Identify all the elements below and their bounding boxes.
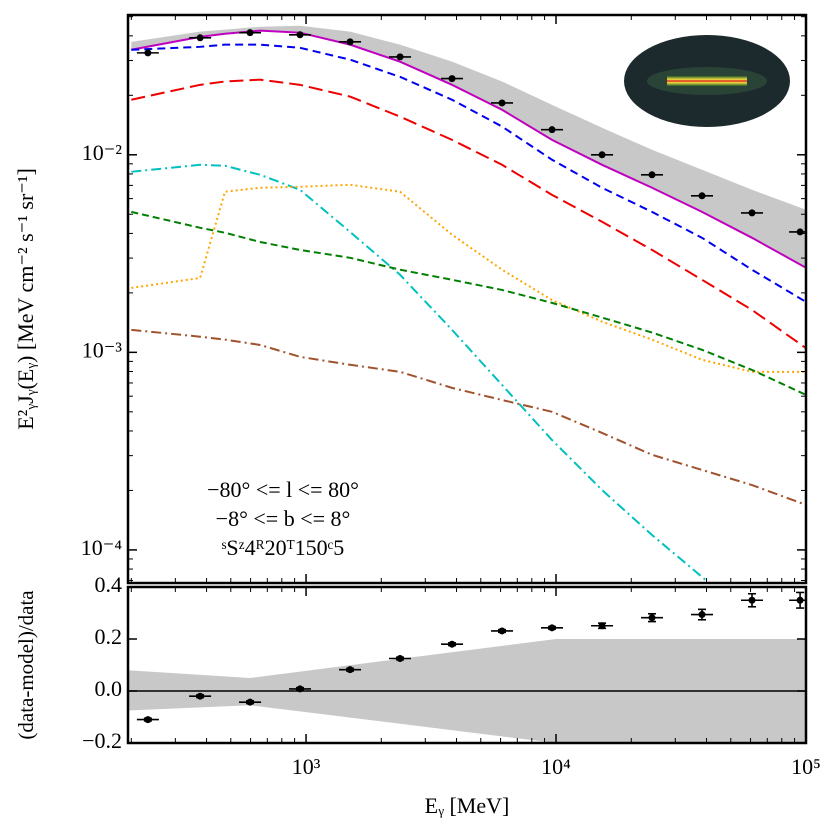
- point: [346, 666, 354, 674]
- line: [131, 29, 806, 269]
- point: [648, 171, 656, 179]
- point: [246, 698, 254, 706]
- point: [448, 640, 456, 648]
- line: [131, 43, 806, 303]
- line: [131, 78, 806, 349]
- line: [131, 328, 806, 506]
- point: [598, 622, 606, 630]
- point: [698, 192, 706, 200]
- annotation: −8° <= b <= 8°: [216, 506, 351, 531]
- y-tick-label: 10⁻⁴: [81, 535, 123, 560]
- y-axis-label: (data-model)/data: [14, 590, 38, 740]
- x-tick-label: 10⁴: [541, 754, 571, 779]
- x-tick-label: 10³: [292, 754, 321, 779]
- annotation: ˢSᶻ4ᴿ20ᵀ150ᶜ5: [222, 535, 345, 560]
- plot-area: [128, 591, 806, 743]
- y-tick-label: 10⁻³: [82, 337, 123, 362]
- point: [396, 53, 404, 61]
- y-tick-label: −0.2: [82, 728, 122, 753]
- point: [498, 627, 506, 635]
- axes-frame: [126, 585, 808, 745]
- axes-frame: [126, 13, 808, 585]
- point: [796, 596, 804, 604]
- point: [548, 126, 556, 134]
- y-tick-label: 0.0: [95, 676, 123, 701]
- point: [448, 75, 456, 83]
- point: [396, 655, 404, 662]
- line: [131, 183, 806, 373]
- point: [498, 99, 506, 107]
- point: [598, 151, 606, 159]
- y-tick-label: 10⁻²: [82, 140, 123, 165]
- point: [698, 611, 706, 619]
- point: [296, 31, 304, 39]
- band: [131, 25, 806, 268]
- point: [296, 685, 304, 693]
- point: [748, 209, 756, 217]
- y-axis-label: E²ᵧJᵧ(Eᵧ) [MeV cm⁻² s⁻¹ sr⁻¹]: [13, 168, 38, 430]
- point: [748, 596, 756, 604]
- line: [131, 210, 806, 396]
- point: [144, 49, 152, 57]
- plot-area: [131, 25, 806, 583]
- annotation: −80° <= l <= 80°: [207, 477, 359, 502]
- point: [548, 624, 556, 632]
- inset-image: [624, 35, 790, 127]
- point: [346, 38, 354, 46]
- y-tick-label: 0.4: [95, 572, 123, 597]
- x-tick-label: 10⁵: [791, 754, 821, 779]
- x-axis-label: Eᵧ [MeV]: [425, 793, 510, 818]
- point: [196, 692, 204, 700]
- point: [648, 614, 656, 622]
- line: [131, 163, 711, 583]
- point: [144, 716, 152, 724]
- point: [246, 29, 254, 37]
- y-tick-label: 0.2: [95, 624, 123, 649]
- point: [796, 228, 804, 236]
- point: [196, 34, 204, 42]
